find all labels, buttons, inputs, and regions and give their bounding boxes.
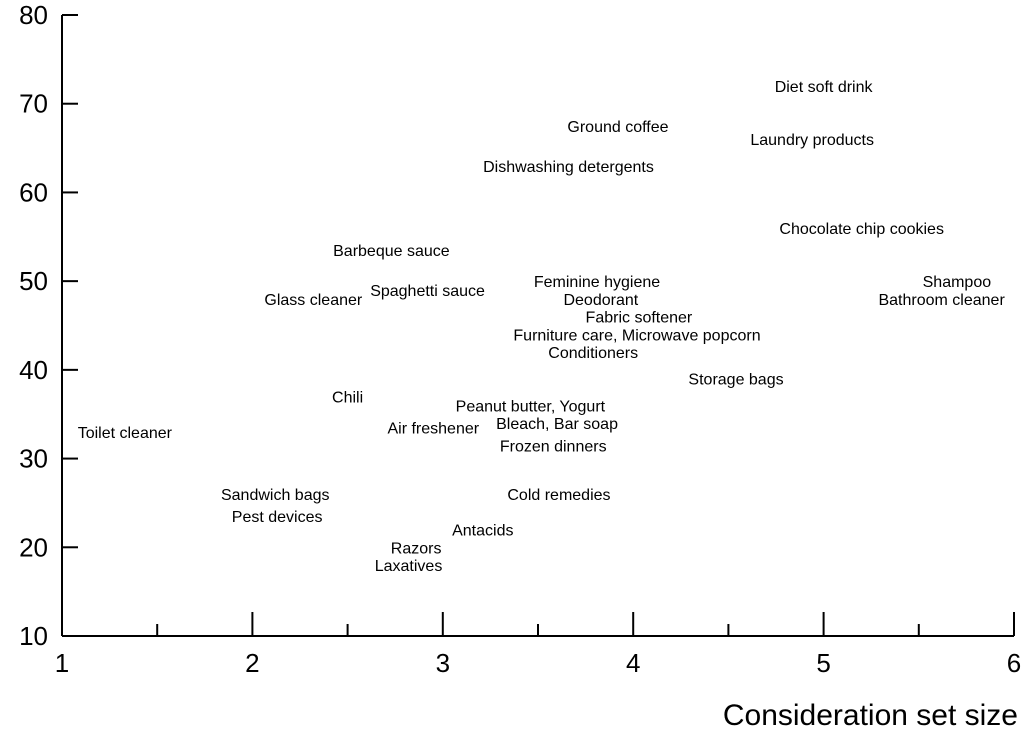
point-label: Sandwich bags bbox=[221, 487, 330, 504]
point-label: Laxatives bbox=[375, 558, 443, 575]
point-label: Chocolate chip cookies bbox=[779, 221, 944, 238]
point-label: Fabric softener bbox=[586, 310, 693, 327]
x-tick-label: 3 bbox=[436, 648, 450, 678]
y-tick-label: 60 bbox=[19, 177, 48, 207]
y-tick-label: 30 bbox=[19, 444, 48, 474]
point-label: Storage bags bbox=[688, 372, 783, 389]
axes bbox=[61, 15, 1014, 637]
y-tick-label: 20 bbox=[19, 532, 48, 562]
point-label: Barbeque sauce bbox=[333, 243, 450, 260]
x-tick-label: 6 bbox=[1007, 648, 1021, 678]
point-label: Feminine hygiene bbox=[534, 274, 660, 291]
y-tick-label: 10 bbox=[19, 621, 48, 651]
x-axis-ticks: 1 2 3 4 5 6 bbox=[55, 612, 1021, 678]
point-label: Laundry products bbox=[750, 132, 874, 149]
point-label: Ground coffee bbox=[567, 119, 668, 136]
y-tick-label: 80 bbox=[19, 0, 48, 30]
point-labels: Diet soft drink Ground coffee Laundry prod… bbox=[78, 79, 1006, 575]
point-label: Diet soft drink bbox=[775, 79, 874, 96]
y-tick-label: 40 bbox=[19, 355, 48, 385]
point-label: Toilet cleaner bbox=[78, 425, 173, 442]
point-label: Dishwashing detergents bbox=[483, 159, 654, 176]
point-label: Razors bbox=[391, 540, 442, 557]
point-label: Air freshener bbox=[387, 421, 479, 438]
point-label: Conditioners bbox=[548, 345, 638, 362]
point-label: Shampoo bbox=[923, 274, 992, 291]
y-tick-label: 50 bbox=[19, 266, 48, 296]
point-label: Frozen dinners bbox=[500, 438, 607, 455]
point-label: Cold remedies bbox=[507, 487, 610, 504]
point-label: Deodorant bbox=[563, 292, 638, 309]
y-axis-ticks: 10 20 30 40 50 60 70 80 bbox=[19, 0, 78, 651]
x-axis-title: Consideration set size bbox=[723, 699, 1018, 732]
y-tick-label: 70 bbox=[19, 89, 48, 119]
point-label: Bleach, Bar soap bbox=[496, 416, 618, 433]
point-label: Glass cleaner bbox=[264, 292, 362, 309]
x-tick-label: 1 bbox=[55, 648, 69, 678]
point-label: Peanut butter, Yogurt bbox=[456, 398, 606, 415]
point-label: Pest devices bbox=[232, 509, 323, 526]
x-tick-label: 2 bbox=[245, 648, 259, 678]
point-label: Bathroom cleaner bbox=[878, 292, 1005, 309]
point-label: Chili bbox=[332, 389, 363, 406]
x-tick-label: 4 bbox=[626, 648, 640, 678]
point-label: Spaghetti sauce bbox=[370, 283, 485, 300]
x-tick-label: 5 bbox=[816, 648, 830, 678]
point-label: Antacids bbox=[452, 523, 513, 540]
point-label: Furniture care, Microwave popcorn bbox=[513, 327, 760, 344]
